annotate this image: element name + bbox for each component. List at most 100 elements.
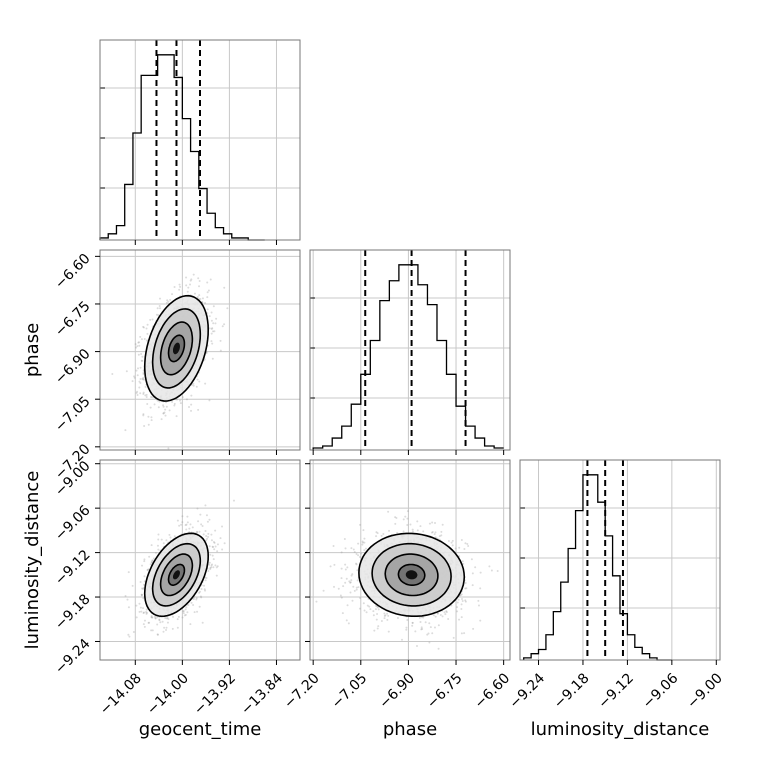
sample-point bbox=[213, 330, 216, 333]
sample-point bbox=[142, 597, 145, 600]
sample-point bbox=[135, 616, 138, 619]
sample-point bbox=[138, 610, 141, 613]
sample-point bbox=[355, 563, 358, 566]
scatter-panel-geocent-time-vs-phase bbox=[95, 249, 301, 455]
sample-point bbox=[333, 585, 336, 588]
sample-point bbox=[190, 394, 193, 397]
sample-point bbox=[464, 582, 467, 585]
sample-point bbox=[195, 530, 198, 533]
sample-point bbox=[357, 586, 360, 589]
sample-point bbox=[111, 373, 114, 376]
sample-point bbox=[377, 608, 380, 611]
sample-point bbox=[182, 612, 185, 615]
sample-point bbox=[351, 599, 354, 602]
sample-point bbox=[357, 542, 360, 545]
sample-point bbox=[142, 611, 145, 614]
sample-point bbox=[143, 560, 146, 563]
sample-point bbox=[143, 558, 146, 561]
sample-point bbox=[156, 633, 159, 636]
sample-point bbox=[159, 297, 162, 300]
sample-point bbox=[460, 616, 463, 619]
sample-point bbox=[203, 588, 206, 591]
sample-point bbox=[138, 341, 141, 344]
sample-point bbox=[146, 402, 149, 405]
sample-point bbox=[340, 577, 343, 580]
sample-point bbox=[178, 524, 181, 527]
sample-point bbox=[150, 616, 153, 619]
sample-point bbox=[340, 596, 343, 599]
sample-point bbox=[376, 613, 379, 616]
sample-point bbox=[165, 617, 168, 620]
sample-point bbox=[146, 569, 149, 572]
contour-line-3 bbox=[167, 334, 186, 363]
sample-point bbox=[363, 541, 366, 544]
sample-point bbox=[140, 359, 143, 362]
sample-point bbox=[394, 522, 397, 525]
sample-point bbox=[386, 612, 389, 615]
sample-point bbox=[187, 286, 190, 289]
sample-point bbox=[223, 323, 226, 326]
sample-point bbox=[210, 340, 213, 343]
sample-point bbox=[210, 539, 213, 542]
contour-line-1 bbox=[371, 542, 452, 607]
sample-point bbox=[159, 621, 162, 624]
panel-frame bbox=[99, 459, 301, 661]
sample-point bbox=[458, 546, 461, 549]
sample-point bbox=[143, 378, 146, 381]
sample-point bbox=[460, 603, 463, 606]
sample-point bbox=[477, 599, 480, 602]
sample-point bbox=[363, 549, 366, 552]
sample-point bbox=[143, 625, 146, 628]
sample-point bbox=[460, 608, 463, 611]
sample-point bbox=[160, 418, 163, 421]
sample-point bbox=[496, 569, 499, 572]
sample-point bbox=[208, 545, 211, 548]
sample-point bbox=[171, 627, 174, 630]
sample-point bbox=[451, 544, 454, 547]
sample-point bbox=[148, 555, 151, 558]
sample-point bbox=[441, 523, 444, 526]
sample-point bbox=[142, 376, 145, 379]
sample-point bbox=[151, 559, 154, 562]
sample-point bbox=[344, 563, 347, 566]
sample-point bbox=[395, 517, 398, 520]
sample-point bbox=[204, 382, 207, 385]
density-peak bbox=[173, 342, 180, 355]
sample-point bbox=[409, 523, 412, 526]
y-tick-label-phase: −6.75 bbox=[52, 298, 94, 340]
sample-point bbox=[158, 400, 161, 403]
sample-point bbox=[196, 610, 199, 613]
sample-point bbox=[133, 376, 136, 379]
sample-point bbox=[136, 367, 139, 370]
sample-point bbox=[450, 541, 453, 544]
sample-point bbox=[204, 529, 207, 532]
sample-point bbox=[232, 499, 235, 502]
sample-point bbox=[375, 531, 378, 534]
sample-point bbox=[181, 396, 184, 399]
sample-point bbox=[143, 424, 146, 427]
sample-point bbox=[464, 599, 467, 602]
sample-point bbox=[347, 622, 350, 625]
sample-point bbox=[210, 319, 213, 322]
sample-point bbox=[156, 623, 159, 626]
density-peak bbox=[173, 570, 180, 580]
sample-point bbox=[169, 298, 172, 301]
sample-point bbox=[173, 402, 176, 405]
sample-point bbox=[142, 607, 145, 610]
contour-line-0 bbox=[143, 532, 210, 618]
sample-point bbox=[140, 610, 143, 613]
sample-point bbox=[162, 405, 165, 408]
sample-point bbox=[382, 532, 385, 535]
sample-point bbox=[198, 285, 201, 288]
sample-point bbox=[167, 300, 170, 303]
sample-point bbox=[141, 355, 144, 358]
sample-point bbox=[185, 528, 188, 531]
sample-point bbox=[150, 419, 153, 422]
sample-point bbox=[160, 538, 163, 541]
sample-point bbox=[169, 536, 172, 539]
sample-point bbox=[145, 339, 148, 342]
sample-point bbox=[205, 514, 208, 517]
sample-point bbox=[142, 393, 145, 396]
x-tick-label-luminosity-distance: −9.00 bbox=[684, 670, 726, 712]
sample-point bbox=[193, 292, 196, 295]
